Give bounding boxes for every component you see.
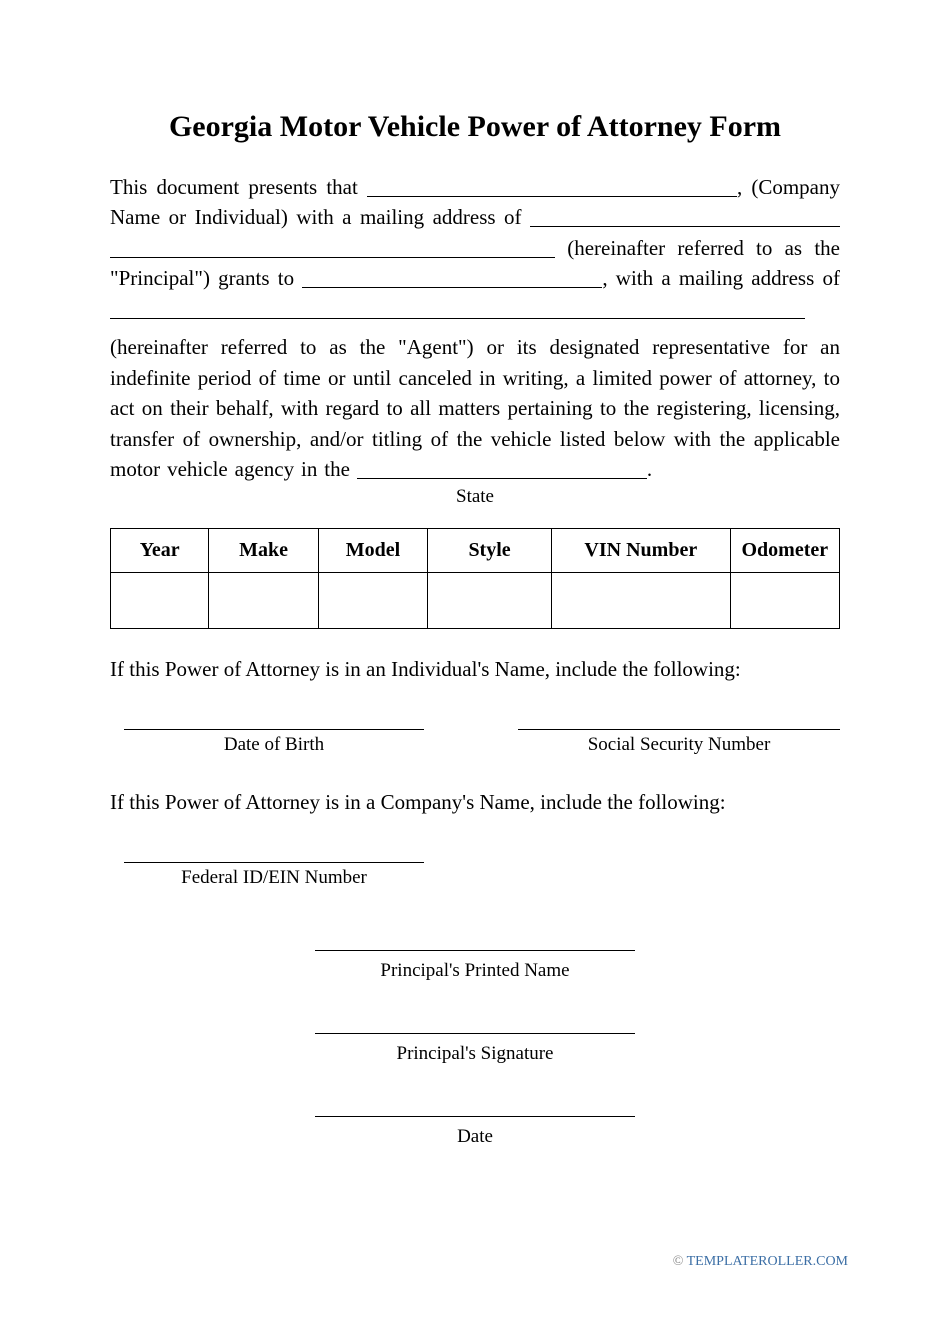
table-cell-model[interactable] <box>318 573 427 629</box>
agent-address-blank[interactable] <box>110 298 805 319</box>
table-cell-make[interactable] <box>209 573 318 629</box>
principal-name-blank[interactable] <box>367 176 737 197</box>
table-header-year: Year <box>111 529 209 573</box>
agent-name-blank[interactable] <box>302 267 602 288</box>
date-field: Date <box>110 1099 840 1148</box>
printed-name-blank[interactable] <box>315 933 635 951</box>
individual-section-note: If this Power of Attorney is in an Indiv… <box>110 657 840 682</box>
table-header-make: Make <box>209 529 318 573</box>
footer-site: TEMPLATEROLLER.COM <box>683 1254 848 1269</box>
para-text-4: , with a mailing address of <box>602 266 840 290</box>
table-header-model: Model <box>318 529 427 573</box>
ein-field: Federal ID/EIN Number <box>124 845 424 889</box>
state-blank[interactable] <box>357 458 647 479</box>
principal-address-blank-2[interactable] <box>110 237 555 258</box>
copyright-icon: © <box>673 1254 684 1269</box>
vehicle-table: YearMakeModelStyleVIN NumberOdometer <box>110 528 840 629</box>
form-title: Georgia Motor Vehicle Power of Attorney … <box>110 110 840 144</box>
date-blank[interactable] <box>315 1099 635 1117</box>
date-label: Date <box>110 1126 840 1148</box>
signature-field: Principal's Signature <box>110 1016 840 1065</box>
ein-label: Federal ID/EIN Number <box>124 867 424 889</box>
table-cell-year[interactable] <box>111 573 209 629</box>
dob-field: Date of Birth <box>124 712 424 756</box>
signature-blank[interactable] <box>315 1016 635 1034</box>
dob-blank[interactable] <box>124 712 424 730</box>
table-header-vin-number: VIN Number <box>552 529 731 573</box>
footer-credit: © TEMPLATEROLLER.COM <box>673 1254 848 1270</box>
ein-blank[interactable] <box>124 845 424 863</box>
main-paragraph: (hereinafter referred to as the "Agent")… <box>110 332 840 484</box>
ssn-field: Social Security Number <box>518 712 840 756</box>
ssn-blank[interactable] <box>518 712 840 730</box>
intro-paragraph: This document presents that , (Company N… <box>110 172 840 324</box>
table-cell-odometer[interactable] <box>730 573 839 629</box>
state-label: State <box>110 486 840 508</box>
printed-name-label: Principal's Printed Name <box>110 960 840 982</box>
table-cell-style[interactable] <box>428 573 552 629</box>
table-header-odometer: Odometer <box>730 529 839 573</box>
principal-address-blank-1[interactable] <box>530 206 840 227</box>
table-cell-vin-number[interactable] <box>552 573 731 629</box>
para-text-6: . <box>647 457 652 481</box>
table-header-style: Style <box>428 529 552 573</box>
para-text-1: This document presents that <box>110 175 367 199</box>
dob-label: Date of Birth <box>124 734 424 756</box>
printed-name-field: Principal's Printed Name <box>110 933 840 982</box>
company-section-note: If this Power of Attorney is in a Compan… <box>110 790 840 815</box>
ssn-label: Social Security Number <box>518 734 840 756</box>
signature-label: Principal's Signature <box>110 1043 840 1065</box>
